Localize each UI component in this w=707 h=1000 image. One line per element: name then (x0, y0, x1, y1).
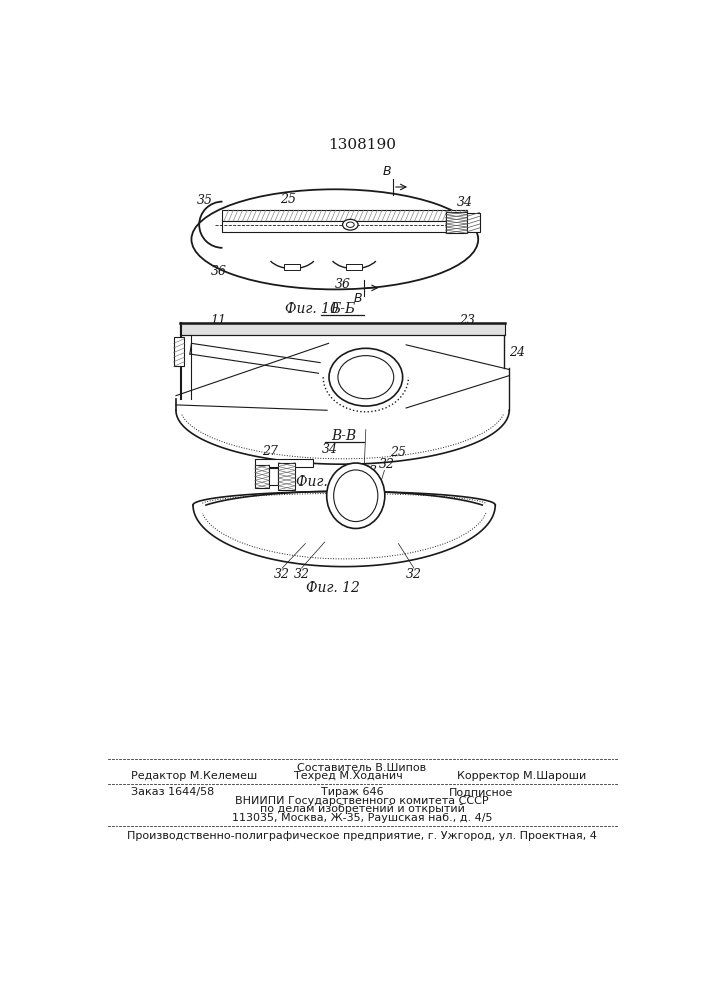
Bar (279, 463, 296, 490)
Text: Б-Б: Б-Б (330, 302, 355, 316)
Text: 34: 34 (457, 196, 473, 209)
Text: 34: 34 (322, 443, 338, 456)
Text: 1308190: 1308190 (328, 138, 396, 152)
Ellipse shape (334, 470, 378, 522)
Text: 35: 35 (197, 194, 213, 207)
Text: Фиг. 11: Фиг. 11 (296, 475, 350, 489)
Text: Техред М.Ходанич: Техред М.Ходанич (293, 771, 402, 781)
Text: В: В (382, 165, 391, 178)
Text: Производственно-полиграфическое предприятие, г. Ужгород, ул. Проектная, 4: Производственно-полиграфическое предприя… (127, 831, 597, 841)
Ellipse shape (338, 356, 394, 399)
Text: Подписное: Подписное (449, 787, 513, 797)
Bar (445, 212, 467, 233)
Text: 25: 25 (390, 446, 407, 459)
Bar (269, 468, 279, 485)
Text: Редактор М.Келемеш: Редактор М.Келемеш (131, 771, 257, 781)
Bar (467, 213, 480, 232)
Text: 32: 32 (406, 568, 422, 581)
Ellipse shape (327, 463, 385, 528)
Bar (180, 323, 506, 335)
Text: Корректор М.Шароши: Корректор М.Шароши (457, 771, 586, 781)
Text: Фиг. 10: Фиг. 10 (285, 302, 339, 316)
Text: 113035, Москва, Ж-35, Раушская наб., д. 4/5: 113035, Москва, Ж-35, Раушская наб., д. … (232, 813, 492, 823)
Text: 27: 27 (262, 445, 279, 458)
Text: 36: 36 (211, 265, 226, 278)
Text: 23: 23 (459, 314, 474, 327)
Bar (223, 221, 467, 232)
Text: ВНИИПИ Государственного комитета СССР: ВНИИПИ Государственного комитета СССР (235, 796, 489, 806)
Bar (255, 465, 269, 488)
Ellipse shape (346, 222, 354, 227)
Bar (255, 459, 313, 466)
Text: Составитель В.Шипов: Составитель В.Шипов (298, 763, 426, 773)
Text: В: В (354, 292, 363, 305)
Text: В-В: В-В (332, 429, 357, 443)
Text: Фиг. 12: Фиг. 12 (305, 581, 359, 595)
Ellipse shape (329, 348, 403, 406)
Text: 32: 32 (274, 568, 290, 581)
Text: 32: 32 (379, 458, 395, 471)
Bar (284, 264, 300, 270)
Text: по делам изобретений и открытий: по делам изобретений и открытий (259, 804, 464, 814)
Text: 32: 32 (293, 568, 310, 581)
Text: 11: 11 (211, 314, 226, 327)
Ellipse shape (343, 219, 358, 230)
Bar (223, 210, 467, 221)
Ellipse shape (192, 189, 478, 289)
Text: 25: 25 (280, 193, 296, 206)
Bar (174, 337, 185, 366)
Text: 24: 24 (509, 346, 525, 359)
Bar (346, 264, 362, 270)
Text: 36: 36 (334, 278, 351, 291)
Text: Тираж 646: Тираж 646 (321, 787, 383, 797)
Text: 33: 33 (362, 465, 378, 478)
Text: Заказ 1644/58: Заказ 1644/58 (131, 787, 214, 797)
